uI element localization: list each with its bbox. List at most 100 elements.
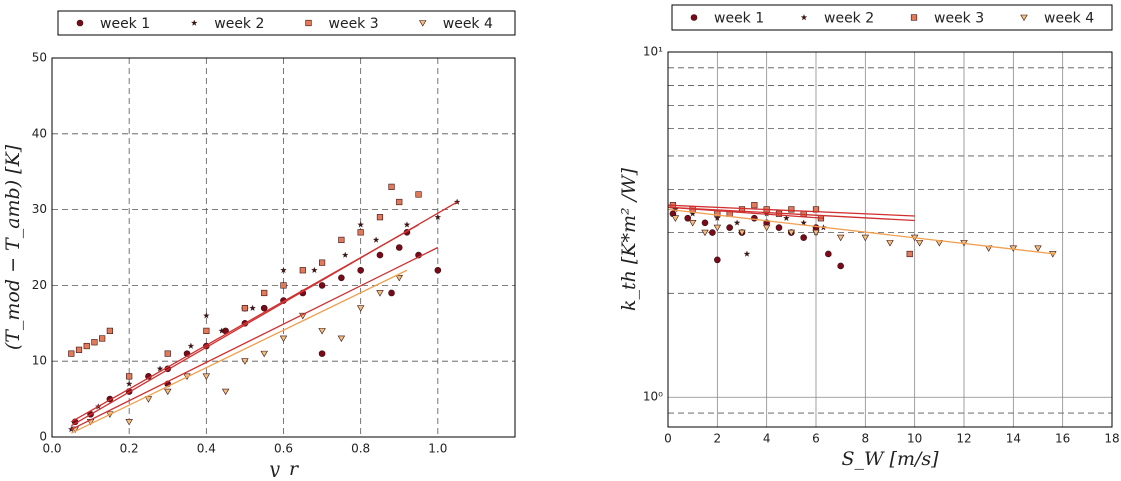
x-tick-label: 16 (1055, 432, 1070, 446)
point (202, 373, 211, 380)
x-tick-label: 12 (956, 432, 971, 446)
point (318, 259, 326, 266)
x-tick-label: 0.4 (197, 442, 216, 456)
point (318, 282, 326, 289)
legend-label: week 1 (100, 16, 150, 32)
x-tick-label: 0 (664, 432, 672, 446)
x-tick-label: 4 (763, 432, 771, 446)
point (886, 240, 894, 247)
y-tick-label: 30 (32, 202, 47, 216)
point (751, 202, 758, 209)
point (83, 342, 90, 350)
point (187, 342, 195, 349)
fit-line (71, 246, 439, 431)
x-tick-label: 2 (714, 432, 722, 446)
x-tick-label: 6 (812, 432, 820, 446)
point (203, 312, 210, 319)
y-axis-label: k_th [K*m² /W] (618, 167, 640, 311)
point (164, 350, 171, 357)
point (743, 250, 751, 257)
x-axis-label: S_W [m/s] (841, 448, 939, 470)
point (915, 240, 924, 247)
point (733, 219, 741, 226)
point (376, 251, 384, 259)
point (376, 290, 384, 297)
point (453, 198, 461, 205)
fit-line (667, 206, 915, 222)
fit-line (667, 204, 915, 217)
fit-line (667, 206, 824, 219)
point (388, 183, 395, 190)
point (241, 305, 249, 312)
fit-line (70, 224, 419, 423)
point (775, 224, 783, 231)
legend-item: week 2 (190, 16, 264, 32)
point (341, 251, 349, 258)
y-tick-label: 10⁰ (643, 390, 663, 404)
point (713, 224, 722, 232)
y-tick-label: 20 (32, 278, 47, 292)
point (738, 229, 746, 237)
point (318, 328, 326, 335)
point (906, 250, 913, 258)
y-tick-label: 10 (32, 354, 47, 368)
x-tick-label: 0.6 (274, 442, 293, 456)
point (434, 213, 442, 220)
point (415, 191, 422, 198)
legend-label: week 4 (1044, 11, 1094, 27)
point (144, 396, 153, 403)
legend-marker (305, 19, 312, 27)
legend-item: week 1 (76, 16, 150, 32)
point (714, 256, 721, 264)
x-tick-label: 0.0 (42, 442, 61, 456)
point (260, 304, 268, 312)
point (357, 221, 364, 228)
point (357, 266, 364, 274)
point (156, 365, 164, 372)
point (279, 335, 288, 343)
point (75, 346, 83, 353)
point (709, 229, 716, 236)
point (714, 214, 721, 222)
point (203, 327, 210, 334)
point (800, 219, 807, 226)
point (684, 214, 692, 222)
point (762, 224, 771, 232)
y-tick-label: 10¹ (643, 45, 663, 59)
point (99, 335, 106, 342)
x-tick-label: 18 (1104, 432, 1119, 446)
legend-marker (76, 19, 84, 27)
point (280, 282, 287, 289)
point (726, 224, 733, 231)
point (395, 275, 403, 282)
legend-item: week 3 (305, 16, 379, 32)
point (318, 350, 326, 357)
point (751, 214, 758, 222)
legend-label: week 1 (714, 11, 764, 27)
point (812, 229, 820, 237)
y-tick-label: 0 (39, 430, 47, 444)
point (91, 339, 98, 346)
legend-item: week 1 (690, 11, 764, 27)
y-tick-label: 50 (32, 51, 47, 65)
point (338, 236, 345, 244)
point (164, 388, 172, 396)
point (800, 234, 807, 241)
plot-frame (667, 51, 1113, 428)
fit-line (667, 208, 1056, 255)
point (836, 234, 845, 242)
point (403, 221, 411, 228)
legend-label: week 4 (443, 16, 493, 32)
legend-marker (910, 14, 918, 21)
point (701, 219, 709, 227)
legend-label: week 2 (824, 11, 874, 27)
legend-label: week 3 (934, 11, 984, 27)
x-tick-label: 0.2 (120, 442, 139, 456)
point (376, 214, 384, 221)
point (825, 250, 832, 258)
point (788, 206, 795, 213)
x-tick-label: 8 (862, 432, 870, 446)
point (311, 266, 318, 274)
point (338, 274, 345, 282)
point (249, 304, 256, 311)
